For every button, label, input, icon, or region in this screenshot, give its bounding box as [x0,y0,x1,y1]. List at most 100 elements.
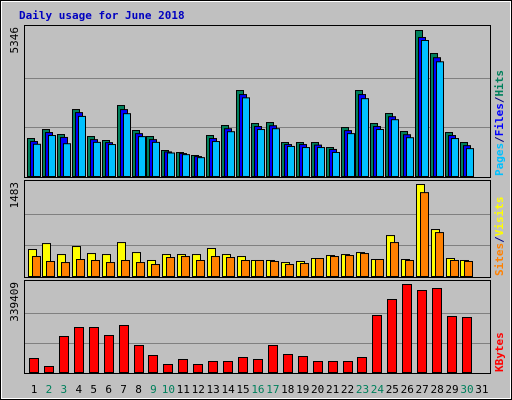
x-tick-label: 13 [207,383,220,396]
x-tick-label: 5 [90,383,97,396]
bar [462,316,472,374]
x-tick-label: 9 [150,383,157,396]
bar [32,256,41,277]
bar [361,98,369,177]
bar [332,151,340,177]
legend-separator: / [493,96,506,103]
bar [402,284,412,373]
x-tick-label: 4 [75,383,82,396]
bar [91,259,100,277]
bar [196,259,205,277]
bar [29,357,39,374]
bar [405,259,414,277]
bar [255,259,264,277]
bar [163,363,173,374]
legend-separator: / [493,136,506,143]
bar [298,355,308,373]
bar [63,143,71,177]
bar [357,356,367,374]
bar [328,360,338,374]
bar [283,353,293,374]
x-tick-label: 20 [311,383,324,396]
bar [76,259,85,277]
bar [93,141,101,177]
bar [89,326,99,374]
bar [421,39,429,177]
bar [390,242,399,278]
bar [104,334,114,373]
bar [78,115,86,177]
bar [347,133,355,177]
bar [212,141,220,178]
bar [375,259,384,277]
bar [253,358,263,373]
bar [343,360,353,374]
bar [242,97,250,177]
legend-entry: Hits [493,70,506,97]
legend-entry: Sites [493,243,506,276]
x-tick-label: 2 [46,383,53,396]
bar [313,360,323,374]
bar [121,259,130,277]
bar [317,147,325,178]
bar [466,148,474,178]
bar [181,256,190,277]
bar [330,256,339,277]
bar [417,290,427,373]
bar [148,354,158,374]
bar [152,141,160,177]
x-tick-label: 6 [105,383,112,396]
legend-entry: KBytes [493,332,506,372]
panel [24,280,491,374]
x-tick-label: 16 [251,383,264,396]
bar [74,326,84,374]
bar [376,129,384,178]
bar [46,260,55,277]
legend: Pages/Files/Hits [493,70,506,176]
x-tick-label: 23 [356,383,369,396]
x-tick-label: 22 [341,383,354,396]
bar [211,256,220,277]
bar [432,288,442,374]
bar [166,257,175,277]
bar [270,260,279,277]
bar [106,262,115,278]
y-tick-label: 1483 [8,182,21,209]
bar [287,145,295,177]
bar [33,143,41,177]
bar [387,298,397,374]
x-tick-label: 29 [445,383,458,396]
bar [61,262,70,278]
bar [182,154,190,177]
bar [268,344,278,374]
y-tick-label: 5346 [8,27,21,54]
bar [302,147,310,178]
chart-title: Daily usage for June 2018 [19,9,185,22]
bar [241,259,250,277]
bar [197,157,205,178]
x-tick-label: 28 [430,383,443,396]
x-tick-label: 27 [416,383,429,396]
legend: Sites/Visits [493,197,506,277]
bar [435,232,444,277]
bar [345,255,354,277]
bar [436,61,444,178]
legend-entry: Files [493,103,506,136]
bar [227,131,235,178]
bar [360,253,369,277]
bar [372,314,382,373]
bar [59,335,69,374]
x-tick-label: 14 [221,383,235,396]
x-tick-label: 26 [401,383,414,396]
bar [123,113,131,178]
bar [226,257,235,277]
legend-separator: / [493,236,506,243]
bar [238,356,248,374]
x-tick-label: 11 [177,383,190,396]
bar [167,152,175,177]
bar [223,360,233,374]
bar [406,137,414,177]
bar [178,358,188,373]
